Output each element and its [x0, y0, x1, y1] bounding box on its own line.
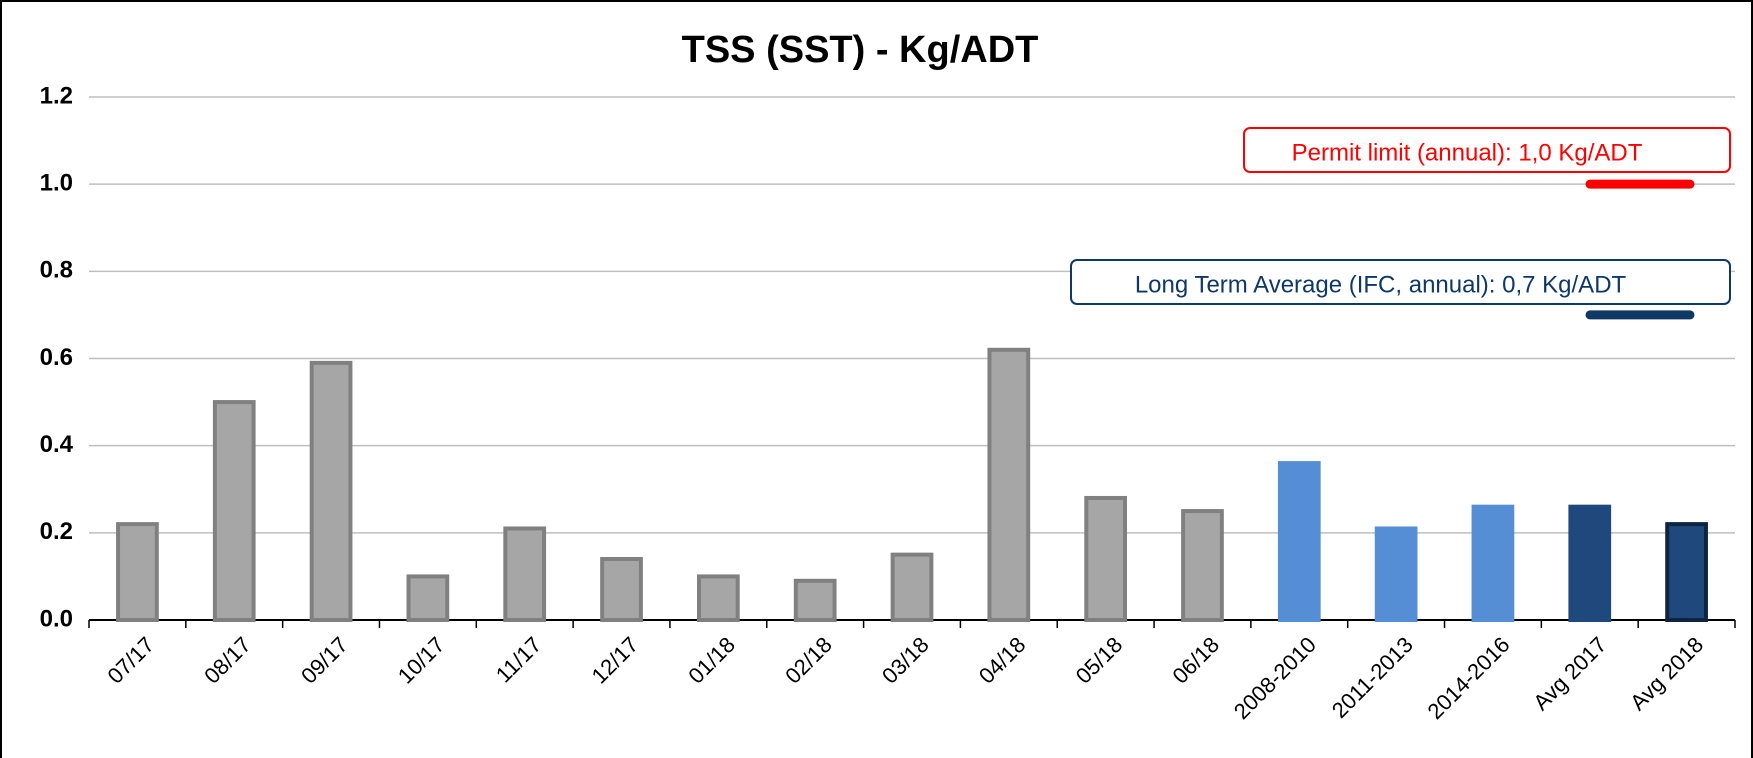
bar: [212, 400, 256, 623]
bar: [406, 574, 450, 623]
bar: [503, 526, 547, 622]
bar: [116, 522, 159, 622]
bar: [309, 360, 353, 622]
y-tick-label: 0.0: [40, 605, 73, 632]
y-tick-label: 1.2: [40, 82, 73, 109]
annotation-label: Permit limit (annual): 1,0 Kg/ADT: [1292, 139, 1643, 166]
y-tick-label: 0.4: [40, 431, 74, 458]
bar: [1374, 526, 1418, 622]
bar: [696, 574, 740, 623]
y-tick-label: 0.2: [40, 518, 73, 545]
bar: [1665, 522, 1708, 622]
bar: [1181, 509, 1224, 622]
bar: [1084, 495, 1128, 623]
annotation-box: [1070, 259, 1731, 305]
bar: [1568, 504, 1612, 622]
y-tick-label: 0.6: [40, 344, 73, 371]
bar: [793, 578, 837, 623]
chart-title: TSS (SST) - Kg/ADT: [682, 29, 1039, 71]
y-tick-label: 0.8: [40, 257, 73, 284]
bar: [1471, 504, 1515, 622]
y-tick-label: 1.0: [40, 170, 73, 197]
bar: [890, 552, 934, 622]
bar: [987, 347, 1031, 622]
annotation-label: Long Term Average (IFC, annual): 0,7 Kg/…: [1135, 271, 1627, 298]
bar: [600, 556, 643, 623]
bar: [1277, 461, 1321, 622]
annotation-box: [1243, 127, 1731, 173]
